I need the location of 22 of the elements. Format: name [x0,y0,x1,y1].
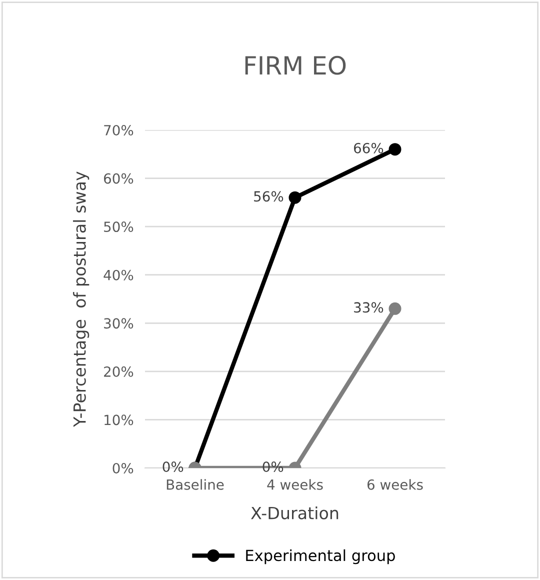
x-tick-label: Baseline [166,479,224,490]
y-tick-label: 20% [104,366,134,377]
data-label: 56% [254,191,284,202]
y-tick-label: 10% [104,414,134,426]
point [388,143,402,156]
legend-label: Experimental group [246,549,395,564]
y-tick-label: 70% [104,124,134,136]
point [288,191,302,204]
y-tick-label: 60% [104,173,134,184]
y-tick-label: 40% [104,270,134,280]
chart-title: FIRM EO [245,56,346,75]
y-tick-label: 0% [112,462,134,474]
y-tick-label: 30% [104,318,134,329]
data-label: 0% [162,462,184,472]
x-tick-label: 6 weeks [367,479,423,490]
data-label: 33% [354,302,384,313]
x-tick-label: 4 weeks [267,479,323,490]
x-axis-title: X-Duration [251,506,338,520]
y-axis-title: Y-Percentage of postural sway [73,172,90,427]
y-tick-label: 50% [104,222,134,232]
point [388,302,402,315]
data-label: 66% [354,142,384,154]
